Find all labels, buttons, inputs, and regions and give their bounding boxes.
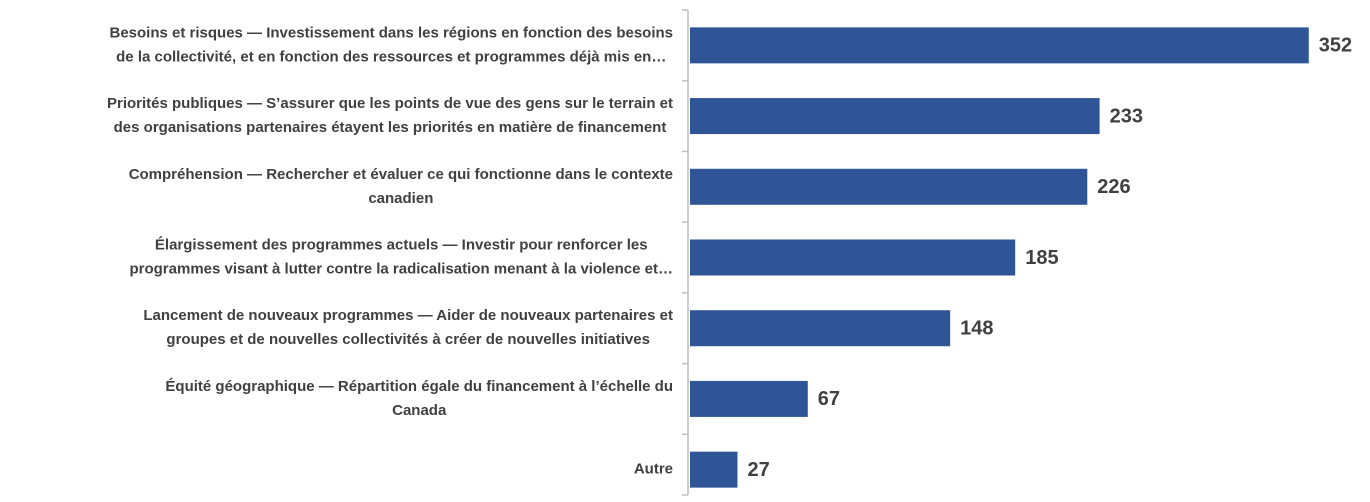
bar xyxy=(690,27,1309,64)
y-tick-label: Compréhension — Rechercher et évaluer ce… xyxy=(129,166,673,183)
y-tick-label: Lancement de nouveaux programmes — Aider… xyxy=(143,307,673,324)
y-tick-label: Élargissement des programmes actuels — I… xyxy=(155,236,648,253)
y-tick-label: Autre xyxy=(634,461,673,478)
y-tick-label: canadien xyxy=(368,190,433,207)
y-tick-label: Besoins et risques — Investissement dans… xyxy=(110,24,674,41)
bar xyxy=(690,98,1100,135)
y-tick-label: de la collectivité, et en fonction des r… xyxy=(116,48,666,65)
value-label: 185 xyxy=(1025,247,1058,269)
y-tick-label: Équité géographique — Répartition égale … xyxy=(165,378,673,395)
bar xyxy=(690,451,738,488)
y-tick-label: Canada xyxy=(392,402,447,419)
y-tick-label: Priorités publiques — S’assurer que les … xyxy=(107,95,673,112)
y-tick-label: des organisations partenaires étayent le… xyxy=(114,119,667,136)
value-label: 67 xyxy=(818,388,840,410)
value-label: 352 xyxy=(1319,35,1352,57)
bar xyxy=(690,380,808,417)
bar xyxy=(690,168,1088,205)
bar xyxy=(690,310,951,347)
value-label: 226 xyxy=(1097,176,1130,198)
y-tick-label: programmes visant à lutter contre la rad… xyxy=(129,260,673,277)
bar xyxy=(690,239,1016,276)
y-tick-label: groupes et de nouvelles collectivités à … xyxy=(166,331,650,348)
value-label: 148 xyxy=(960,317,993,339)
value-label: 233 xyxy=(1110,105,1143,127)
value-label: 27 xyxy=(747,459,769,481)
